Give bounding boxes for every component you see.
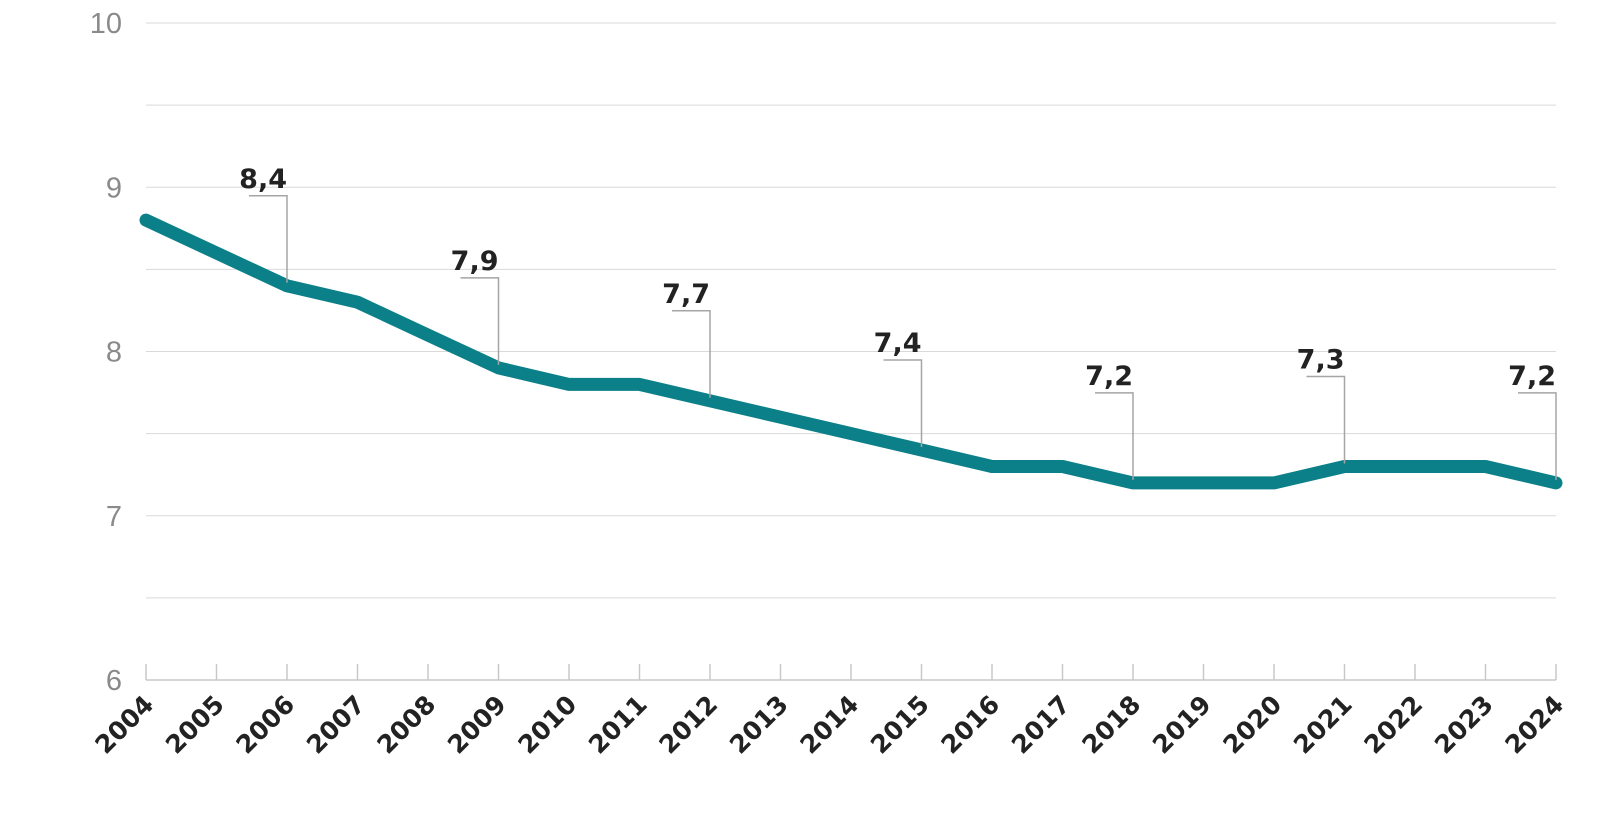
x-tick-label: 2017 — [1006, 690, 1076, 760]
x-tick-label: 2022 — [1359, 690, 1429, 760]
data-label: 7,7 — [662, 279, 710, 310]
x-tick-label: 2009 — [442, 690, 512, 760]
x-tick-label: 2013 — [724, 690, 794, 760]
x-tick-label: 2020 — [1218, 690, 1288, 760]
y-tick-label: 8 — [106, 337, 122, 369]
x-tick-label: 2012 — [654, 690, 724, 760]
x-tick-label: 2008 — [372, 690, 442, 760]
x-tick-label: 2004 — [90, 690, 160, 760]
data-label: 7,9 — [451, 246, 499, 277]
x-tick-label: 2023 — [1429, 690, 1499, 760]
series-group — [139, 213, 1563, 490]
data-label: 7,2 — [1085, 361, 1133, 392]
data-label-leader — [672, 310, 711, 398]
y-tick-label: 10 — [90, 8, 122, 40]
data-label-leader — [883, 359, 923, 448]
x-tick-label: 2010 — [513, 690, 583, 760]
data-label: 8,4 — [239, 164, 287, 195]
data-labels: 8,4 7,9 7,7 7,4 7,2 7,3 7,2 — [239, 164, 1557, 480]
x-tick-label: 2014 — [795, 690, 865, 760]
y-tick-label: 6 — [106, 665, 122, 697]
data-label-leader — [460, 277, 500, 365]
x-tick-label: 2015 — [865, 690, 935, 760]
data-label-leader — [249, 195, 288, 283]
x-tick-label: 2007 — [301, 690, 371, 760]
data-label-leader — [1306, 375, 1346, 464]
data-label-leader — [1095, 392, 1134, 480]
y-tick-label: 7 — [106, 501, 122, 533]
x-axis: 2004 2005 2006 2007 2008 2009 2010 2011 2012 2013… — [90, 664, 1570, 760]
data-label: 7,2 — [1508, 361, 1556, 392]
x-tick-label: 2005 — [160, 690, 230, 760]
x-tick-label: 2024 — [1500, 690, 1570, 760]
x-tick-label: 2019 — [1147, 690, 1217, 760]
y-axis: 6 7 8 9 10 — [90, 8, 122, 697]
series-line — [139, 213, 1563, 490]
data-label: 7,3 — [1297, 344, 1345, 375]
x-tick-label: 2006 — [231, 690, 301, 760]
y-tick-label: 9 — [106, 172, 122, 204]
x-tick-label: 2016 — [936, 690, 1006, 760]
x-tick-label: 2018 — [1077, 690, 1147, 760]
x-tick-label: 2021 — [1288, 690, 1358, 760]
x-tick-label: 2011 — [583, 690, 653, 760]
gridlines — [146, 22, 1556, 599]
data-label: 7,4 — [874, 328, 922, 359]
data-label-leader — [1518, 392, 1557, 480]
